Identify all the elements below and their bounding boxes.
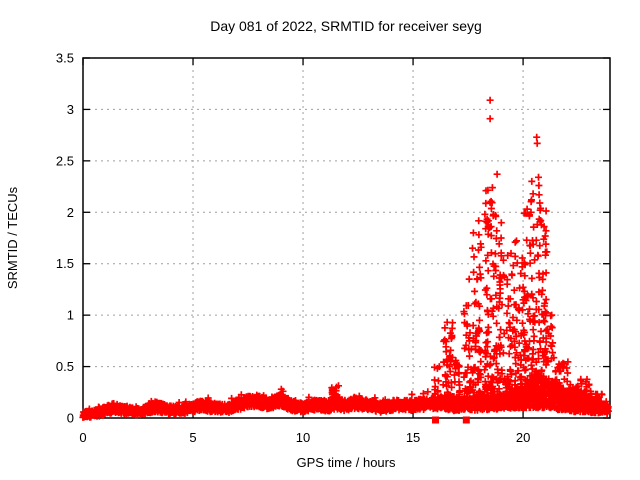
plot-border xyxy=(82,57,611,419)
x-tick-label: 0 xyxy=(79,430,86,445)
x-tick-label: 10 xyxy=(296,430,310,445)
y-tick-label: 1 xyxy=(67,308,74,323)
y-axis-label: SRMTID / TECUs xyxy=(5,186,20,289)
scatter-square-marker xyxy=(432,416,440,424)
y-tick-label: 2 xyxy=(67,205,74,220)
scatter-square-marker xyxy=(462,416,470,424)
x-axis-label: GPS time / hours xyxy=(297,455,396,470)
y-tick-label: 3 xyxy=(67,102,74,117)
data-points xyxy=(79,96,612,424)
y-tick-label: 1.5 xyxy=(56,256,74,271)
y-tick-label: 0.5 xyxy=(56,359,74,374)
y-tick-label: 2.5 xyxy=(56,153,74,168)
tick-labels: 0 5 10 15 20 0 0.5 1 1.5 2 2.5 3 3.5 xyxy=(56,51,530,446)
x-tick-label: 20 xyxy=(516,430,530,445)
y-tick-label: 3.5 xyxy=(56,51,74,66)
chart-title: Day 081 of 2022, SRMTID for receiver sey… xyxy=(210,18,482,34)
x-tick-label: 15 xyxy=(406,430,420,445)
scatter-plus-markers xyxy=(79,96,612,421)
scatter-square-marker xyxy=(329,386,337,394)
x-tick-label: 5 xyxy=(189,430,196,445)
y-tick-label: 0 xyxy=(67,411,74,426)
